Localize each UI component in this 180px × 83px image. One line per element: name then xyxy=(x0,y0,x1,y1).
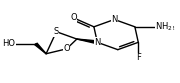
Text: N: N xyxy=(94,38,100,47)
Text: F: F xyxy=(136,53,141,62)
Text: NH$_2$: NH$_2$ xyxy=(155,21,173,33)
Text: O: O xyxy=(70,13,77,22)
Text: NH$_2$: NH$_2$ xyxy=(158,21,176,33)
Text: S: S xyxy=(54,27,59,36)
Text: O: O xyxy=(63,44,70,53)
Polygon shape xyxy=(77,39,98,44)
Text: HO: HO xyxy=(2,39,15,48)
Text: NH: NH xyxy=(155,22,168,31)
Polygon shape xyxy=(35,43,46,54)
Text: N: N xyxy=(111,15,118,24)
